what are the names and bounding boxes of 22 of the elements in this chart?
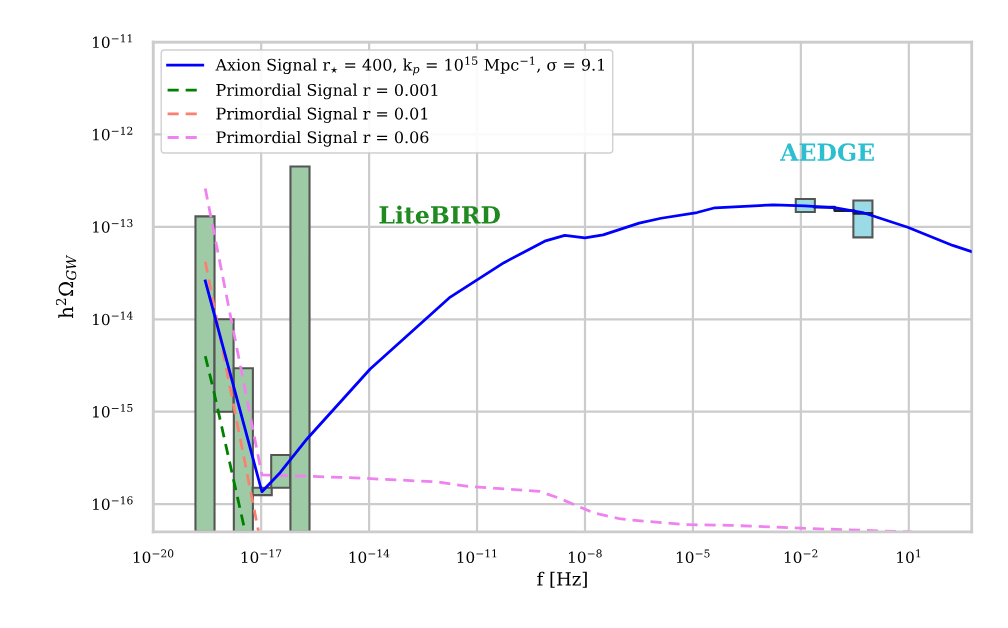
- x-tick-label: 10$^{1}$: [897, 549, 921, 564]
- legend-label: Primordial Signal r = 0.01: [216, 107, 428, 123]
- x-tick-label: 10$^{−5}$: [676, 549, 710, 564]
- annotation: AEDGE: [780, 143, 874, 162]
- y-axis-title: h$^{2}$Ω$_{GW}$: [55, 254, 77, 319]
- annotation: LiteBIRD: [379, 205, 500, 224]
- y-tick-label: 10$^{−13}$: [93, 219, 133, 233]
- y-tick-label: 10$^{−16}$: [93, 496, 133, 511]
- legend-label: Primordial Signal r = 0.001: [216, 83, 438, 100]
- text: Axion Signal r$_{⋆}$ = 400, k$_{p}$ = 10$^{15}$ Mpc$^{−1}$, σ = 9.1: [215, 56, 605, 76]
- y-tick-label: 10$^{−15}$: [93, 403, 133, 418]
- y-tick-label: 10$^{−12}$: [93, 126, 133, 141]
- x-tick-label: 10$^{−20}$: [133, 549, 174, 564]
- x-tick-label: 10$^{−11}$: [457, 549, 497, 564]
- legend-label: Primordial Signal r = 0.06: [216, 130, 429, 147]
- x-tick-label: 10$^{−14}$: [349, 549, 390, 564]
- x-axis-title: f [Hz]: [537, 571, 587, 588]
- x-tick-label: 10$^{−17}$: [241, 549, 282, 564]
- x-tick-label: 10$^{−8}$: [568, 549, 602, 564]
- y-tick-label: 10$^{−14}$: [93, 311, 133, 326]
- y-tick-label: 10$^{−11}$: [93, 34, 132, 48]
- x-tick-label: 10$^{−2}$: [784, 549, 818, 564]
